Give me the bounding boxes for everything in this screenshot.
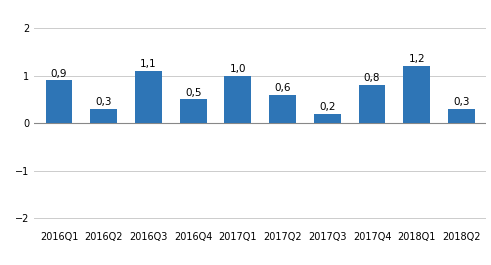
- Text: 1,0: 1,0: [230, 64, 246, 74]
- Bar: [224, 76, 251, 123]
- Bar: [403, 66, 430, 123]
- Text: 1,1: 1,1: [140, 59, 157, 69]
- Text: 0,3: 0,3: [453, 97, 470, 107]
- Text: 1,2: 1,2: [409, 54, 425, 64]
- Bar: [46, 80, 72, 123]
- Text: 0,3: 0,3: [95, 97, 112, 107]
- Text: 0,5: 0,5: [185, 87, 201, 98]
- Bar: [269, 95, 296, 123]
- Bar: [90, 109, 117, 123]
- Bar: [135, 71, 162, 123]
- Text: 0,9: 0,9: [51, 68, 67, 78]
- Text: 0,8: 0,8: [364, 73, 381, 83]
- Bar: [358, 85, 385, 123]
- Text: 0,2: 0,2: [319, 102, 335, 112]
- Bar: [314, 114, 341, 123]
- Text: 0,6: 0,6: [274, 83, 291, 93]
- Bar: [448, 109, 475, 123]
- Bar: [180, 99, 207, 123]
